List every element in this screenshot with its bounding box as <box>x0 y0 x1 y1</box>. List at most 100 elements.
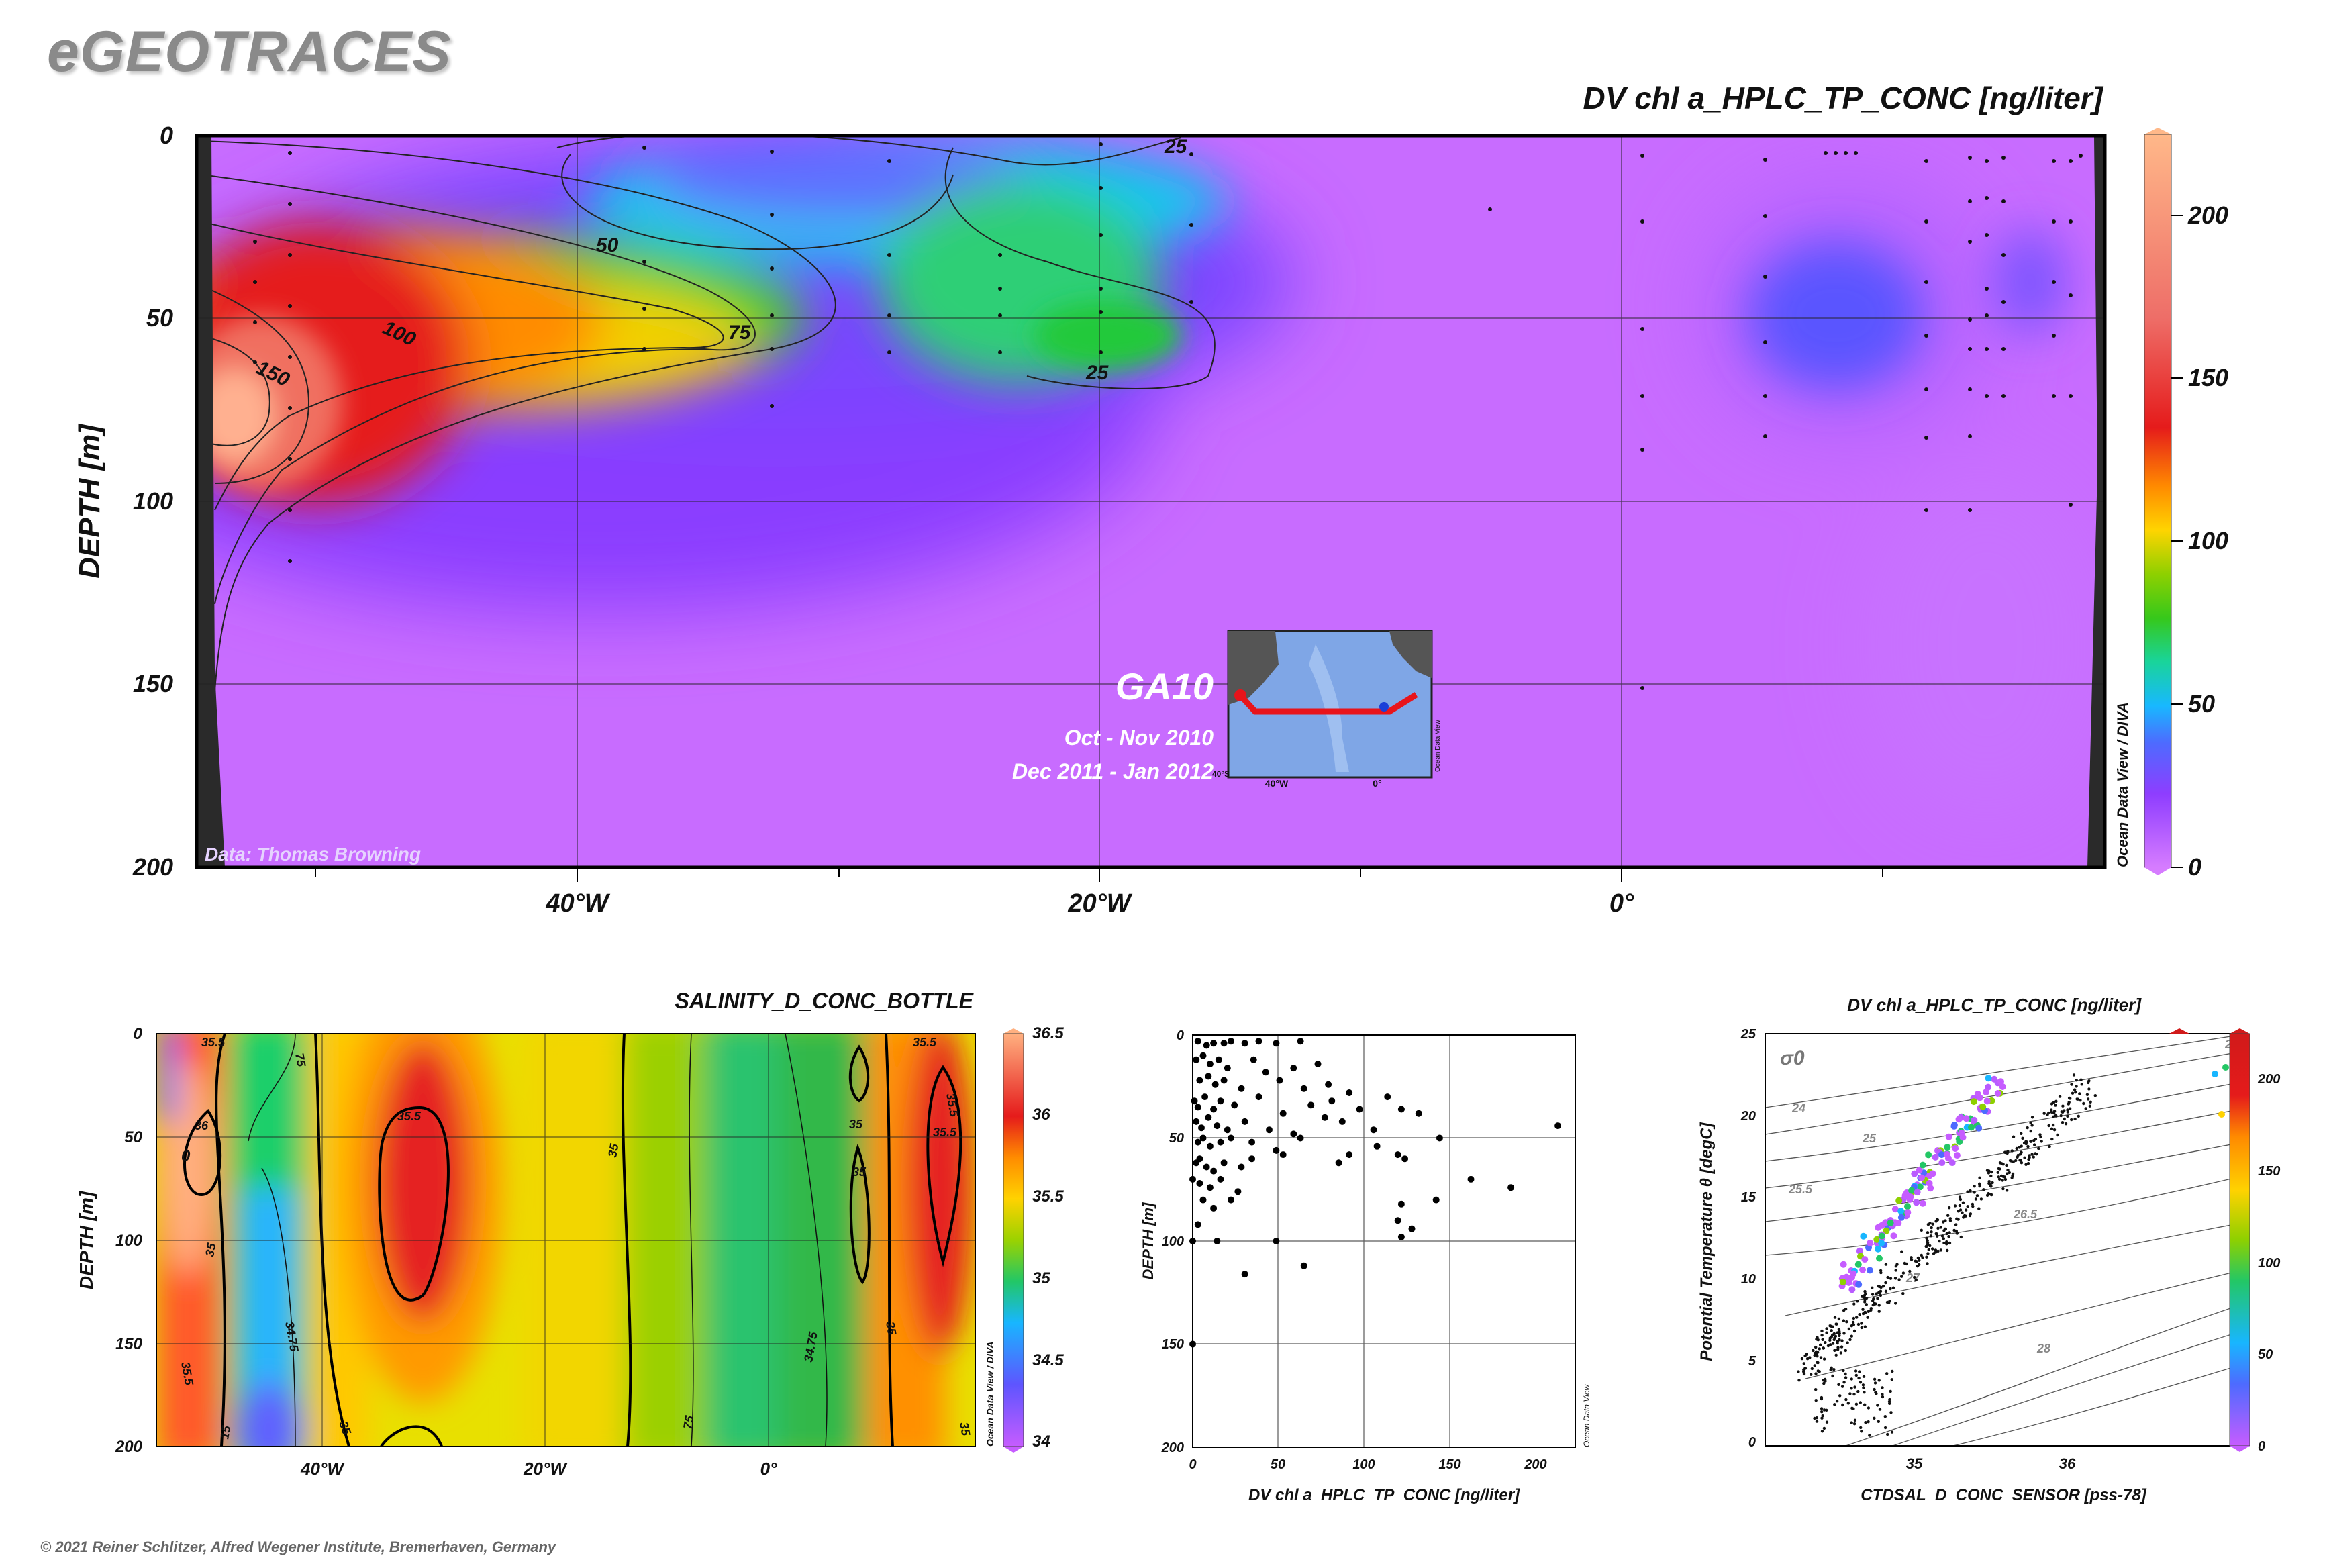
scatter-point <box>1300 1262 1307 1269</box>
ts-black-point <box>2032 1155 2035 1159</box>
ts-black-point <box>2058 1095 2062 1098</box>
ts-chl-point <box>1907 1193 1914 1201</box>
ts-black-point <box>1841 1403 1844 1407</box>
ts-black-point <box>1867 1420 1870 1424</box>
ts-black-point <box>2073 1088 2077 1091</box>
ts-black-point <box>1946 1214 1950 1217</box>
ts-chl-point <box>1938 1159 1946 1167</box>
scatter-point <box>1255 1093 1262 1101</box>
ts-black-point <box>2087 1097 2090 1101</box>
ts-black-point <box>2075 1097 2079 1101</box>
ts-black-point <box>1888 1300 1891 1303</box>
ts-black-point <box>1910 1256 1913 1259</box>
ts-black-point <box>1913 1275 1916 1279</box>
scatter-point <box>1210 1040 1218 1047</box>
scatter-point <box>1273 1146 1280 1154</box>
svg-text:200: 200 <box>1524 1457 1546 1472</box>
ts-black-point <box>1969 1212 1973 1216</box>
ts-black-point <box>1802 1362 1805 1365</box>
svg-text:40°W: 40°W <box>1265 778 1289 789</box>
ts-black-point <box>1934 1232 1938 1236</box>
ts-chl-point <box>1918 1174 1925 1181</box>
scatter-point <box>1194 1104 1201 1111</box>
ts-black-point <box>1946 1248 1949 1253</box>
ts-black-point <box>1850 1377 1853 1381</box>
ts-chl-point <box>1875 1245 1882 1253</box>
ts-black-point <box>1819 1343 1822 1346</box>
scatter-point <box>1325 1081 1332 1088</box>
ts-black-point <box>1934 1251 1938 1254</box>
ts-black-point <box>2052 1128 2057 1132</box>
scatter-point <box>1206 1142 1214 1150</box>
ts-chl-point <box>1878 1232 1885 1240</box>
svg-text:75: 75 <box>293 1052 308 1068</box>
ts-black-point <box>1926 1252 1930 1255</box>
ts-black-point <box>2085 1093 2089 1096</box>
scatter-point <box>1394 1151 1401 1159</box>
ts-black-point <box>1845 1320 1848 1324</box>
ts-black-point <box>1924 1245 1928 1248</box>
ts-black-point <box>1852 1393 1856 1396</box>
ts-black-point <box>1910 1258 1914 1261</box>
ts-black-point <box>1926 1239 1929 1242</box>
svg-text:35: 35 <box>203 1242 218 1258</box>
ts-black-point <box>2024 1163 2028 1166</box>
svg-text:Ocean Data View: Ocean Data View <box>1434 720 1442 772</box>
scatter-point <box>1307 1101 1315 1109</box>
ts-black-point <box>1842 1332 1846 1335</box>
scatter-point <box>1196 1077 1203 1084</box>
ts-black-point <box>1881 1395 1885 1399</box>
ts-black-point <box>2028 1156 2031 1159</box>
ts-black-point <box>2068 1107 2072 1110</box>
ts-black-point <box>2061 1121 2065 1124</box>
ts-black-point <box>1877 1304 1881 1307</box>
scatter-point <box>1397 1106 1405 1113</box>
ts-black-point <box>1826 1344 1830 1348</box>
ts-black-point <box>1973 1191 1976 1194</box>
scatter-point <box>1384 1093 1391 1101</box>
ts-black-point <box>2008 1159 2012 1163</box>
scatter-point <box>1217 1138 1224 1146</box>
ts-chl-point <box>1944 1144 1951 1151</box>
ts-black-point <box>1858 1313 1861 1316</box>
ts-black-point <box>1974 1197 1978 1201</box>
ts-black-point <box>2010 1149 2014 1153</box>
ts-black-point <box>2037 1146 2040 1150</box>
ts-black-point <box>1894 1277 1897 1280</box>
ts-black-point <box>1878 1408 1882 1411</box>
salinity-watermark: Ocean Data View / DIVA <box>985 1342 995 1447</box>
svg-text:150: 150 <box>115 1335 143 1353</box>
ts-black-point <box>2052 1101 2056 1104</box>
svg-text:100: 100 <box>2188 527 2228 554</box>
scatter-point <box>1250 1056 1257 1063</box>
ts-black-point <box>2063 1117 2066 1121</box>
scatter-point <box>1554 1122 1562 1130</box>
svg-text:5: 5 <box>1748 1354 1756 1369</box>
scatter-point <box>1467 1175 1475 1183</box>
ts-chl-point <box>1950 1122 1958 1128</box>
ts-black-point <box>2030 1153 2034 1156</box>
ts-black-point <box>1876 1297 1879 1300</box>
main-watermark: Ocean Data View / DIVA <box>2114 702 2131 867</box>
svg-text:28: 28 <box>2036 1342 2050 1355</box>
scatter-point <box>1217 1097 1224 1105</box>
ts-black-point <box>2016 1153 2020 1157</box>
ts-black-point <box>2026 1126 2029 1130</box>
ts-black-point <box>1844 1349 1847 1353</box>
ts-black-point <box>1820 1407 1824 1410</box>
scatter-point <box>1189 1175 1196 1183</box>
ts-black-point <box>1833 1349 1836 1352</box>
ts-black-point <box>1879 1269 1883 1273</box>
ts-black-point <box>1842 1381 1846 1384</box>
ts-black-point <box>2074 1091 2077 1094</box>
ts-black-point <box>1978 1184 1981 1188</box>
ts-chl-point <box>1840 1261 1847 1268</box>
ts-black-point <box>1901 1292 1905 1295</box>
ts-black-point <box>1815 1416 1819 1420</box>
ts-black-point <box>1864 1421 1867 1424</box>
scatter-point <box>1321 1114 1328 1121</box>
ts-black-point <box>1987 1192 1990 1195</box>
ts-black-point <box>2071 1091 2075 1095</box>
ts-chl-point <box>1919 1199 1926 1207</box>
